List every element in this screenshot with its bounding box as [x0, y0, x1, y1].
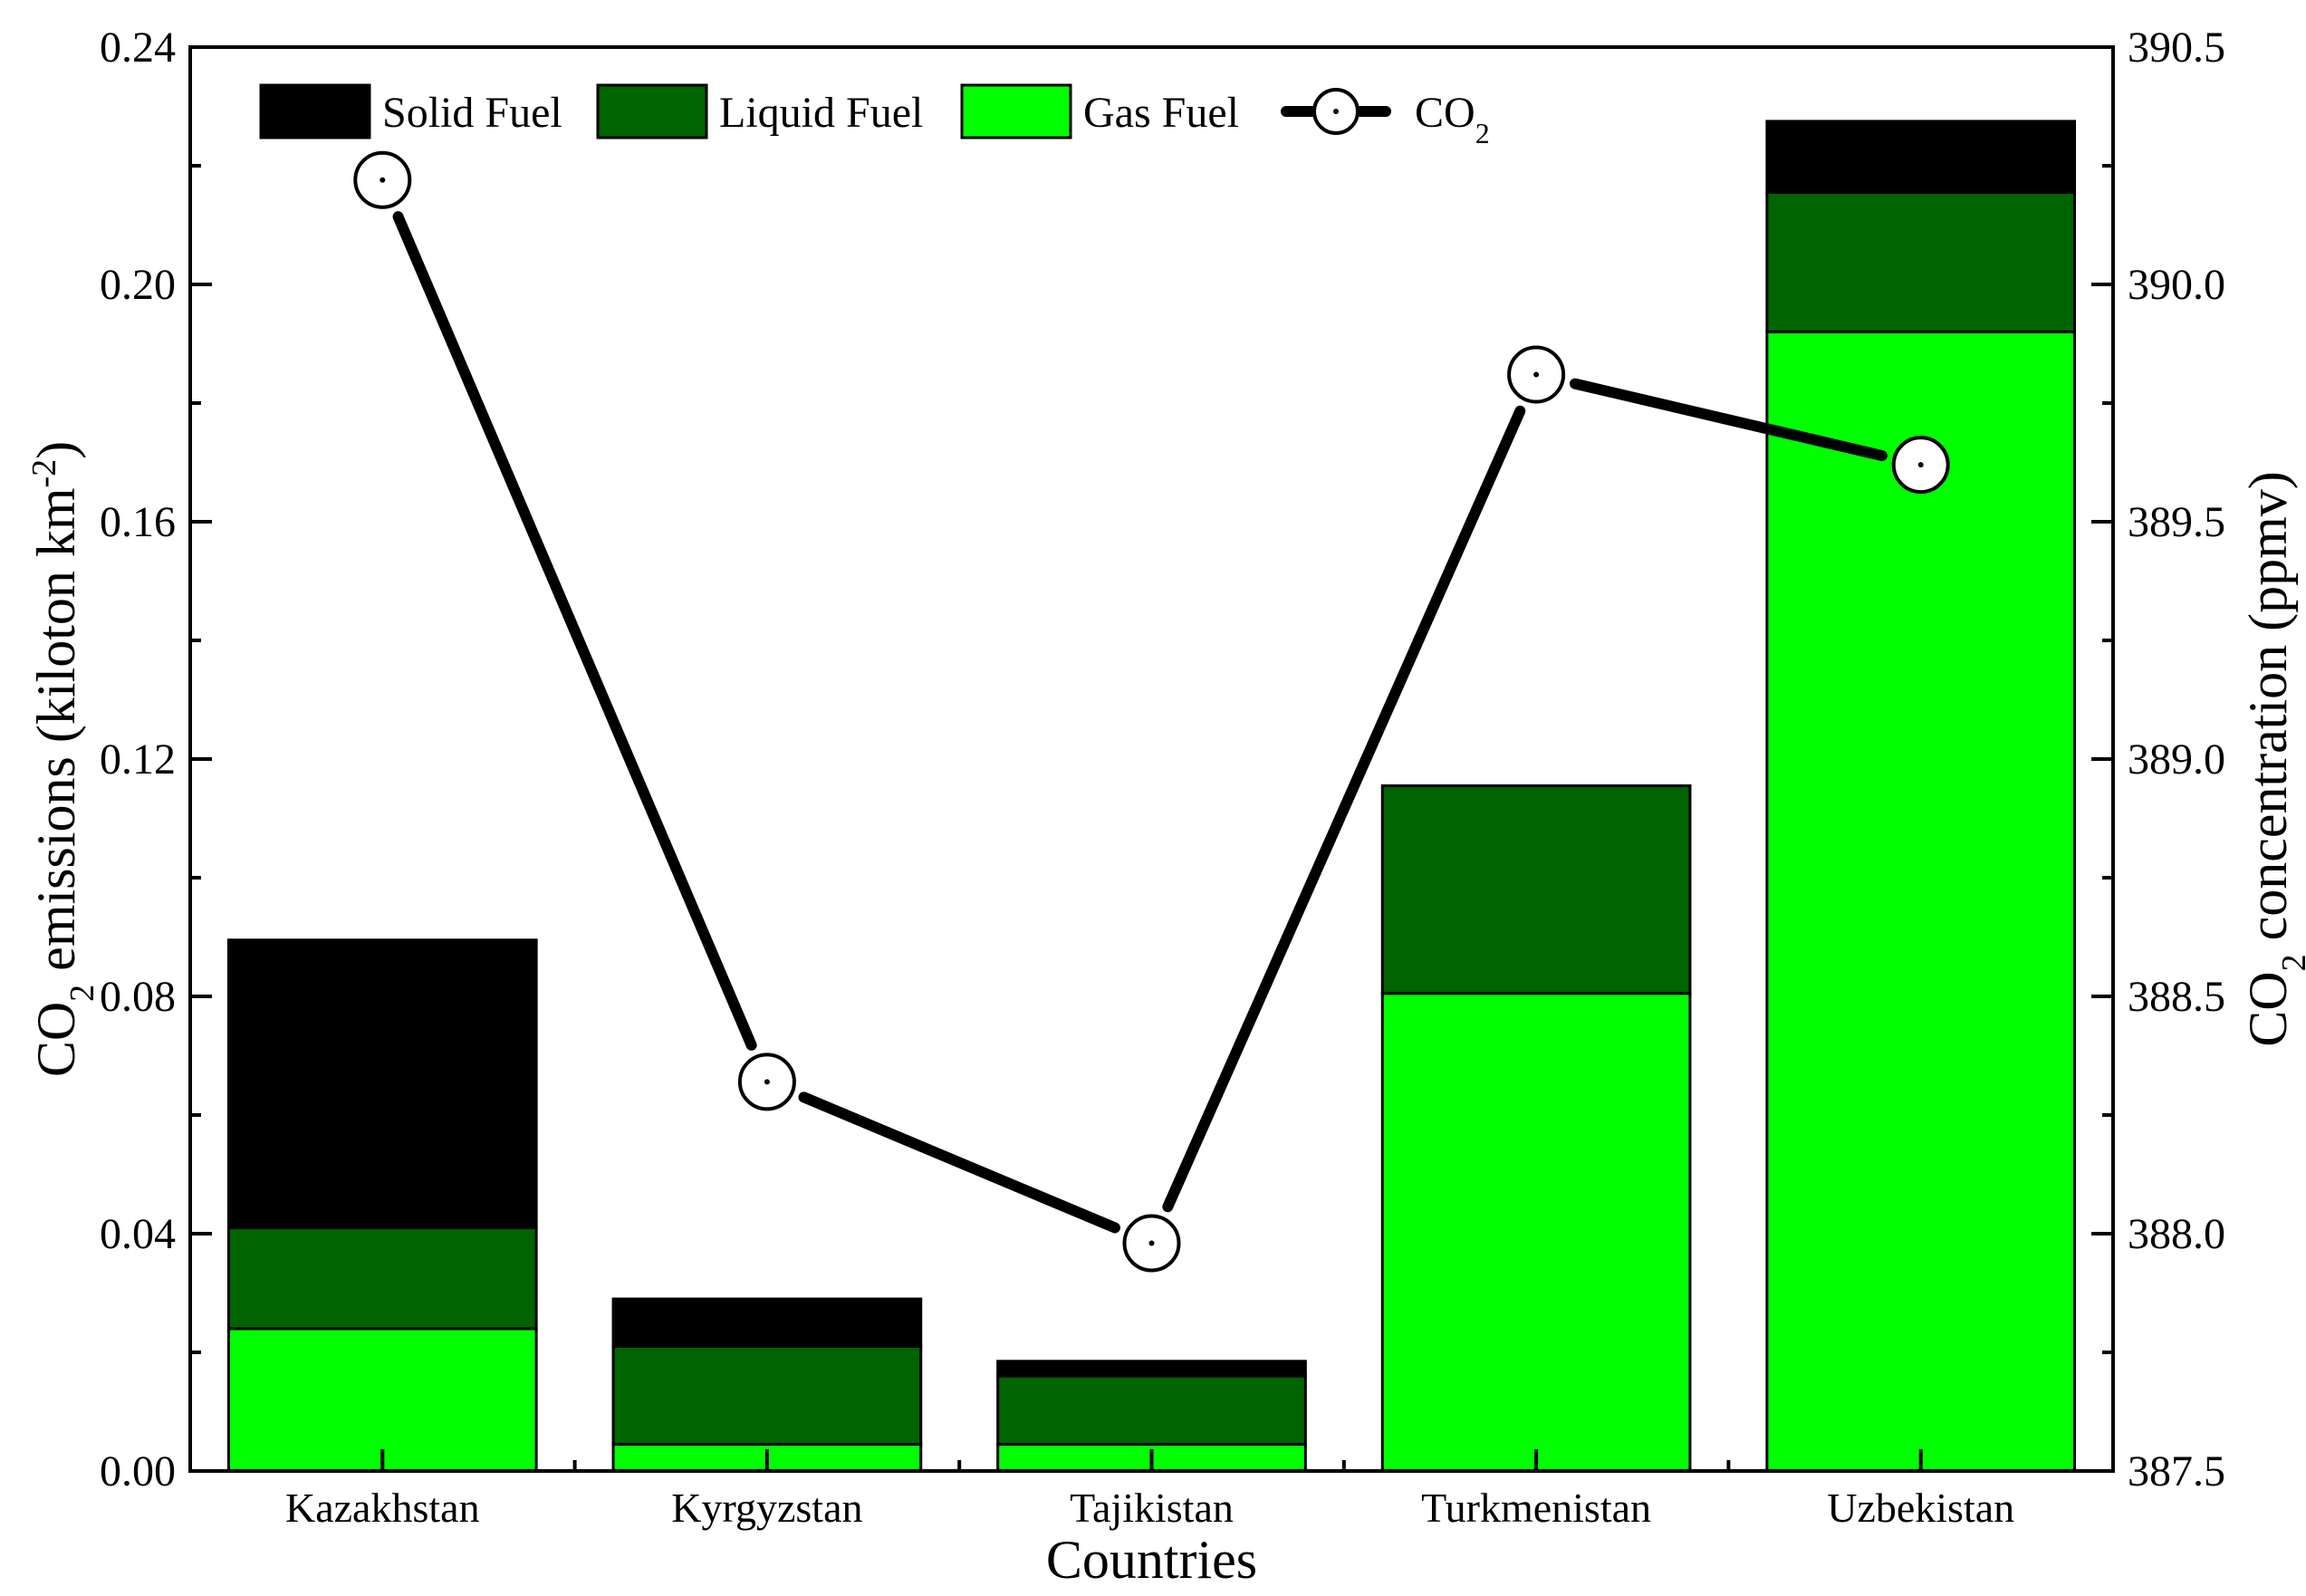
- x-axis-ticks: Kazakhstan Kyrgyzstan Tajikistan Turkmenist…: [285, 1449, 2014, 1531]
- bar-gas-fuel-uzbekistan: [1765, 330, 2077, 1473]
- left-axis-ticks: 0.00 0.04 0.08 0.12 0.16 0.20 0.24: [100, 24, 212, 1495]
- legend-label-co2: CO2: [1415, 89, 1490, 149]
- bar-liquid-fuel-tajikistan: [996, 1374, 1307, 1447]
- bar-liquid-fuel-turkmenistan: [1380, 784, 1692, 995]
- right-tick-label: 387.5: [2128, 1447, 2225, 1495]
- y2-axis-title: CO2 concentration (ppmv): [2238, 471, 2306, 1047]
- x-tick-label-tajikistan: Tajikistan: [1070, 1485, 1234, 1531]
- co2-marker-dot: [1148, 1240, 1155, 1246]
- co2-line-segment: [1569, 378, 1888, 462]
- legend-marker-dot: [1333, 109, 1339, 114]
- left-tick-label: 0.24: [100, 24, 176, 72]
- legend-swatch-liquid-fuel: [596, 83, 708, 139]
- left-tick-label: 0.04: [100, 1210, 176, 1258]
- right-tick-label: 389.0: [2128, 736, 2225, 784]
- legend: Solid Fuel Liquid Fuel Gas Fuel CO2: [259, 83, 1490, 149]
- co2-marker-dot: [764, 1079, 770, 1085]
- left-tick-label: 0.12: [100, 736, 176, 784]
- left-tick-label: 0.00: [100, 1447, 176, 1495]
- left-tick-label: 0.16: [100, 498, 176, 546]
- legend-swatch-gas-fuel: [960, 83, 1072, 139]
- co2-line-layer: [353, 150, 1950, 1273]
- right-tick-label: 390.5: [2128, 24, 2225, 72]
- bar-solid-fuel-kyrgyzstan: [611, 1297, 923, 1348]
- right-axis-ticks: 387.5 388.0 388.5 389.0 389.5 390.0 390.5: [2091, 24, 2225, 1495]
- co2-marker-dot: [380, 177, 386, 183]
- x-tick-label-kyrgyzstan: Kyrgyzstan: [671, 1485, 862, 1531]
- bar-gas-fuel-turkmenistan: [1380, 992, 1692, 1473]
- x-tick-label-uzbekistan: Uzbekistan: [1827, 1485, 2014, 1531]
- legend-label-gas-fuel: Gas Fuel: [1083, 89, 1239, 137]
- bar-solid-fuel-uzbekistan: [1765, 120, 2077, 194]
- co2-marker-dot: [1917, 462, 1924, 468]
- legend-label-solid-fuel: Solid Fuel: [382, 89, 562, 137]
- right-tick-label: 390.0: [2128, 261, 2225, 309]
- x-tick-label-kazakhstan: Kazakhstan: [285, 1485, 480, 1531]
- left-tick-label: 0.08: [100, 973, 176, 1021]
- x-axis-title: Countries: [1046, 1530, 1257, 1590]
- x-tick-label-turkmenistan: Turkmenistan: [1421, 1485, 1651, 1531]
- bars-layer: [226, 120, 2077, 1473]
- co2-line-segment: [1162, 405, 1526, 1213]
- bar-solid-fuel-tajikistan: [996, 1360, 1307, 1378]
- y-axis-title: CO2 emissions (kiloton km-2): [25, 441, 101, 1077]
- legend-swatch-solid-fuel: [259, 83, 371, 139]
- right-tick-label: 388.0: [2128, 1210, 2225, 1258]
- co2-line-segment: [798, 1091, 1120, 1234]
- bar-liquid-fuel-kyrgyzstan: [611, 1344, 923, 1447]
- bar-solid-fuel-kazakhstan: [226, 938, 538, 1229]
- bar-liquid-fuel-kazakhstan: [226, 1226, 538, 1331]
- legend-label-liquid-fuel: Liquid Fuel: [719, 89, 923, 137]
- right-tick-label: 389.5: [2128, 498, 2225, 546]
- right-tick-label: 388.5: [2128, 973, 2225, 1021]
- bar-gas-fuel-kazakhstan: [226, 1327, 538, 1473]
- co2-line-segment: [392, 211, 757, 1051]
- co2-marker-dot: [1533, 371, 1540, 378]
- bar-liquid-fuel-uzbekistan: [1765, 190, 2077, 333]
- left-tick-label: 0.20: [100, 261, 176, 309]
